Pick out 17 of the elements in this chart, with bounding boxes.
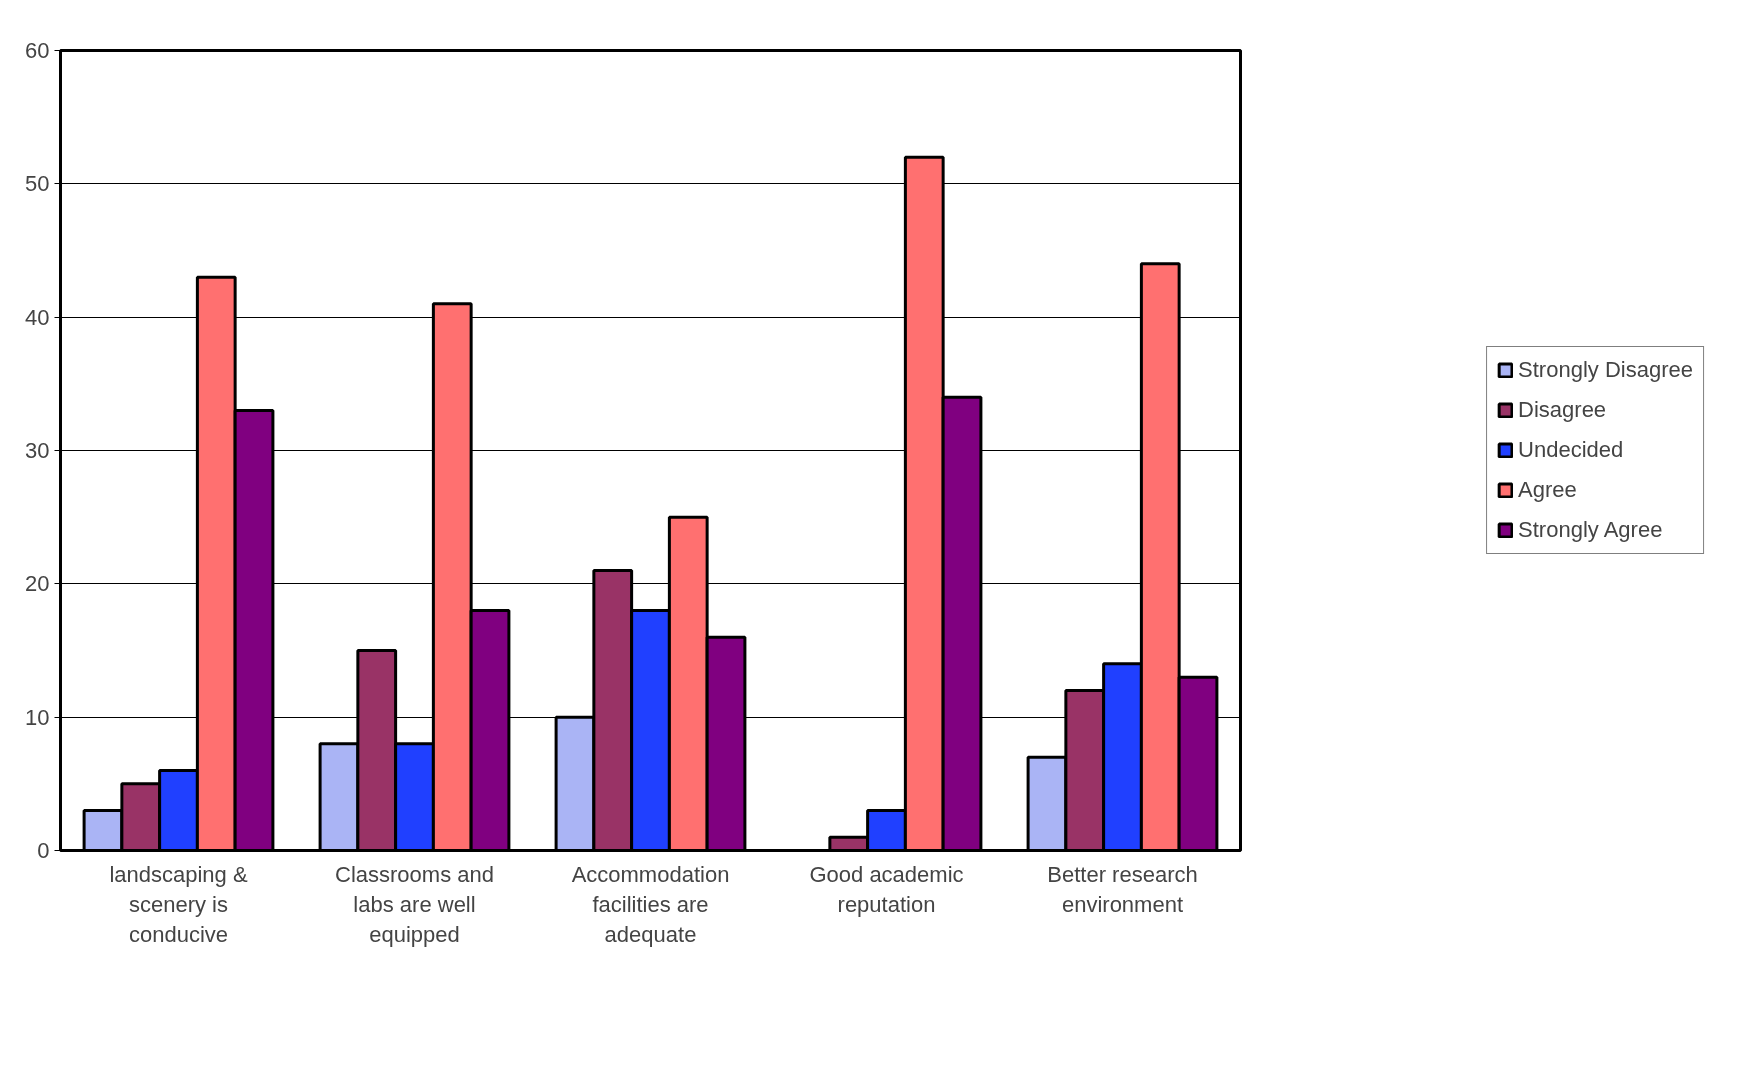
y-tick-label: 20 (25, 571, 50, 597)
x-tick-label: Good academic reputation (809, 861, 964, 917)
x-tick-label: landscaping & scenery is conducive (109, 861, 248, 947)
legend-label: Undecided (1518, 437, 1624, 463)
y-tick-label: 50 (25, 171, 50, 197)
x-tick-label: Accommodation facilities are adequate (571, 861, 730, 947)
y-tick-label: 40 (25, 304, 50, 330)
x-tick-label: Classrooms and labs are well equipped (335, 861, 494, 947)
y-tick-label: 60 (25, 38, 50, 63)
legend-label: Disagree (1518, 397, 1607, 423)
y-tick-label: 0 (37, 838, 50, 863)
y-tick-label: 10 (25, 704, 50, 730)
legend-label: Strongly Disagree (1518, 357, 1693, 383)
legend-label: Strongly Agree (1518, 517, 1663, 543)
x-tick-label: Better research environment (1047, 861, 1198, 917)
y-tick-label: 30 (25, 438, 50, 463)
legend-label: Agree (1518, 477, 1577, 503)
